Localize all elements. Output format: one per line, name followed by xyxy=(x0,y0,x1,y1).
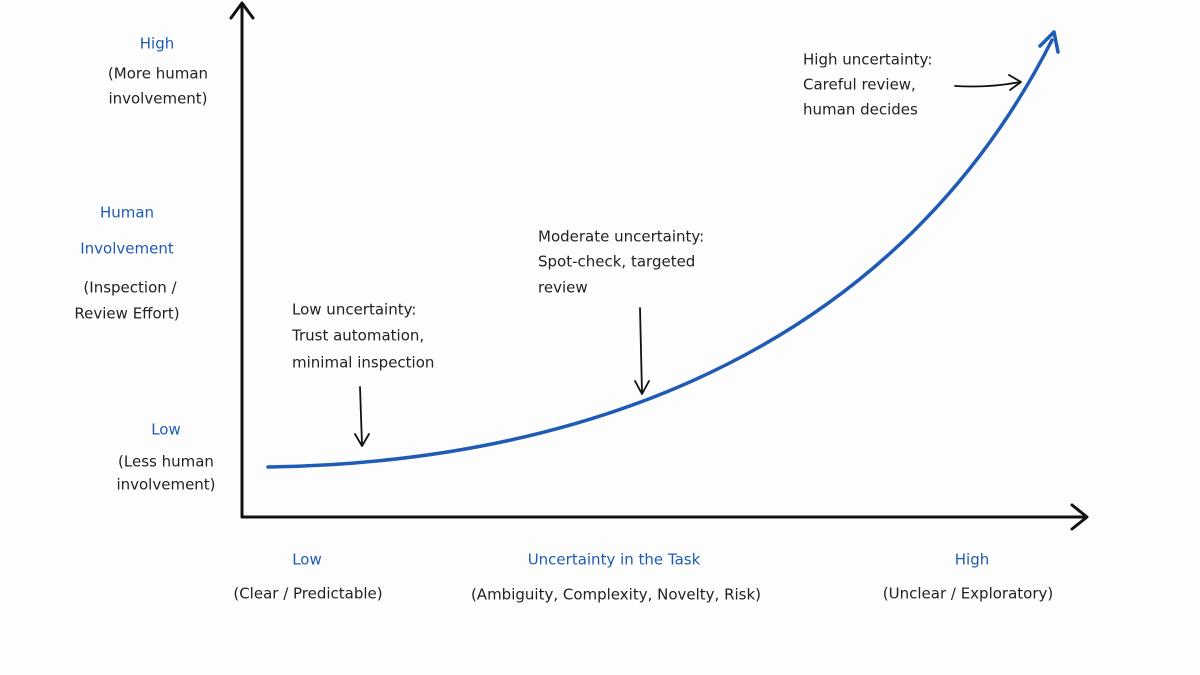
annotation: Spot-check, targeted xyxy=(538,253,695,271)
annotation: High uncertainty: xyxy=(803,51,932,69)
annotation: Trust automation, xyxy=(291,327,424,345)
annotation: Careful review, xyxy=(803,76,916,94)
y-axis-title: Human xyxy=(100,204,154,222)
annotation: minimal inspection xyxy=(292,354,434,372)
x-axis-title: Uncertainty in the Task xyxy=(528,551,701,569)
y-high-note: (More human xyxy=(108,65,208,83)
y-axis-subtitle: Review Effort) xyxy=(74,305,179,323)
x-axis xyxy=(240,503,1089,531)
x-low-label: Low xyxy=(292,551,322,569)
annotation: human decides xyxy=(803,101,918,119)
y-axis-subtitle: (Inspection / xyxy=(83,279,177,297)
x-high-note: (Unclear / Exploratory) xyxy=(883,585,1053,603)
curve-arrowhead xyxy=(1038,30,1060,54)
arrow xyxy=(634,307,650,395)
arrow xyxy=(354,386,370,447)
x-axis-subtitle: (Ambiguity, Complexity, Novelty, Risk) xyxy=(471,586,761,604)
y-high-note: involvement) xyxy=(108,90,207,108)
y-low-label: Low xyxy=(151,421,181,439)
y-low-note: (Less human xyxy=(118,453,214,471)
y-axis-title: Involvement xyxy=(80,240,174,258)
annotation: review xyxy=(538,279,588,297)
annotation: Moderate uncertainty: xyxy=(538,228,704,246)
curve xyxy=(266,38,1054,469)
y-axis xyxy=(229,1,255,518)
y-high-label: High xyxy=(140,35,174,53)
x-high-label: High xyxy=(955,551,989,569)
annotation: Low uncertainty: xyxy=(292,301,416,319)
arrow xyxy=(954,74,1022,91)
y-low-note: involvement) xyxy=(116,476,215,494)
x-low-note: (Clear / Predictable) xyxy=(233,585,382,603)
